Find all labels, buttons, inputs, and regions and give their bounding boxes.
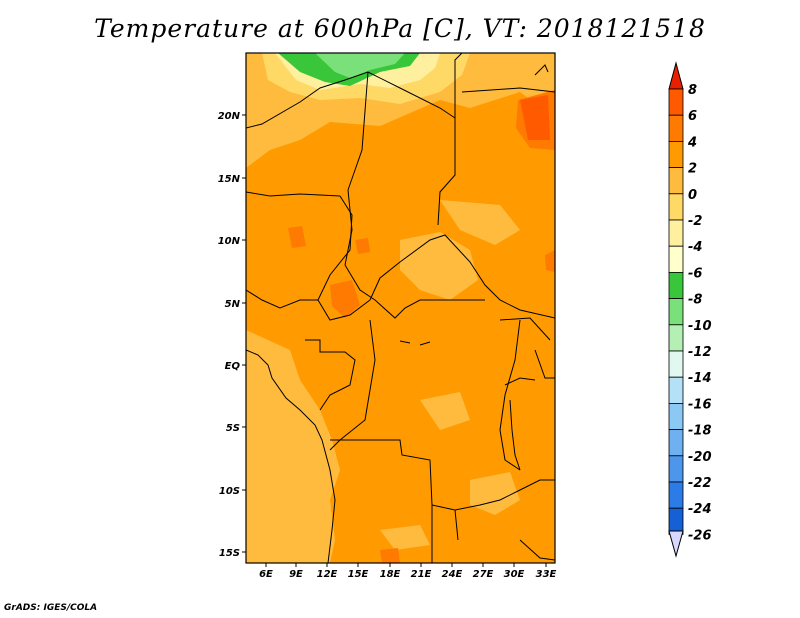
- lon-label: 24E: [442, 569, 463, 580]
- lat-label: 15S: [219, 548, 240, 559]
- colorbar-box: [668, 167, 684, 195]
- latitude-labels: 20N 15N 10N 5N EQ 5S 10S 15S: [218, 111, 241, 559]
- colorbar-box: [668, 350, 684, 378]
- colorbar-under-arrow: [668, 530, 684, 558]
- colorbar-box: [668, 402, 684, 430]
- colorbar-label: -18: [688, 424, 712, 439]
- colorbar-box: [668, 507, 684, 535]
- colorbar-label: -10: [688, 319, 712, 334]
- colorbar-label: -12: [688, 345, 712, 360]
- colorbar-box: [668, 88, 684, 116]
- grads-credit: GrADS: IGES/COLA: [4, 603, 98, 613]
- colorbar-label: -16: [688, 397, 712, 412]
- map-frame: [245, 52, 556, 564]
- colorbar-label: 8: [688, 83, 697, 98]
- colorbar: 8 6 4 2 0 -2 -4 -6 -8 -10 -12 -14 -16 -18 -20 -22 -24 -26: [668, 61, 712, 558]
- colorbar-box: [668, 271, 684, 299]
- colorbar-box: [668, 245, 684, 273]
- colorbar-box: [668, 140, 684, 168]
- lon-label: 15E: [348, 569, 369, 580]
- temperature-field: [246, 53, 555, 563]
- colorbar-label: -6: [688, 266, 702, 281]
- colorbar-labels: 8 6 4 2 0 -2 -4 -6 -8 -10 -12 -14 -16 -18 -20 -22 -24 -26: [687, 83, 712, 543]
- colorbar-label: -4: [688, 240, 702, 255]
- colorbar-box: [668, 376, 684, 404]
- colorbar-box: [668, 193, 684, 221]
- colorbar-label: 4: [687, 135, 697, 150]
- lon-label: 33E: [536, 569, 557, 580]
- colorbar-label: -24: [688, 502, 712, 517]
- lon-label: 27E: [473, 569, 494, 580]
- lat-label: 5N: [225, 299, 241, 310]
- lon-label: 12E: [317, 569, 338, 580]
- lon-label: 6E: [259, 569, 273, 580]
- map-title: Temperature at 600hPa [C], VT: 201812151…: [94, 14, 706, 43]
- lon-label: 21E: [411, 569, 432, 580]
- lon-label: 30E: [504, 569, 525, 580]
- lat-label: 20N: [218, 111, 241, 122]
- lat-label: 15N: [218, 174, 241, 185]
- longitude-labels: 6E 9E 12E 15E 18E 21E 24E 27E 30E 33E: [259, 569, 556, 580]
- lat-label: EQ: [225, 361, 241, 372]
- lat-label: 10N: [218, 236, 241, 247]
- colorbar-label: -22: [688, 476, 712, 491]
- colorbar-boxes: [668, 88, 684, 535]
- colorbar-label: -2: [688, 214, 702, 229]
- lon-label: 9E: [289, 569, 303, 580]
- lat-label: 5S: [226, 423, 240, 434]
- colorbar-label: -26: [688, 528, 712, 543]
- lat-label: 10S: [219, 486, 240, 497]
- colorbar-box: [668, 298, 684, 326]
- colorbar-box: [668, 429, 684, 457]
- colorbar-box: [668, 324, 684, 352]
- colorbar-label: 0: [688, 188, 697, 203]
- colorbar-box: [668, 114, 684, 142]
- colorbar-label: 2: [688, 162, 697, 177]
- colorbar-box: [668, 455, 684, 483]
- lon-label: 18E: [380, 569, 401, 580]
- colorbar-label: 6: [688, 109, 697, 124]
- colorbar-label: -14: [688, 371, 712, 386]
- axis-ticks: [242, 114, 547, 567]
- colorbar-box: [668, 219, 684, 247]
- colorbar-box: [668, 481, 684, 509]
- colorbar-label: -8: [688, 293, 702, 308]
- colorbar-over-arrow: [668, 61, 684, 90]
- political-boundaries: [246, 53, 555, 563]
- colorbar-label: -20: [688, 450, 712, 465]
